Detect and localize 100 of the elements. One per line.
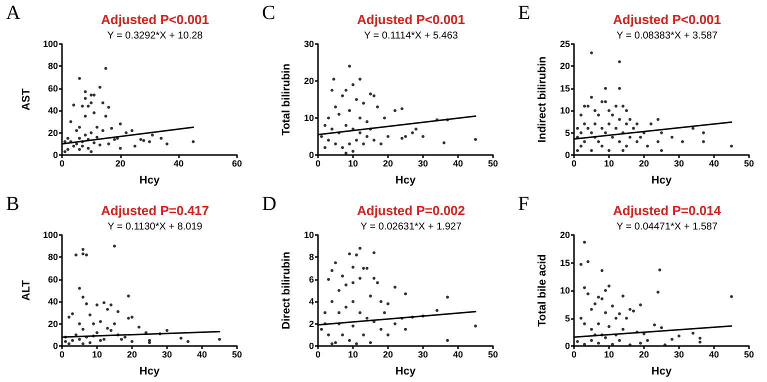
point [348,142,351,146]
point [90,101,93,104]
x-tick-label: 10 [348,350,358,360]
point [604,336,607,340]
y-axis-title: Indirect bilirubin [536,56,548,143]
point [366,266,368,270]
point [352,83,354,86]
point [608,325,610,328]
point [92,141,96,144]
x-tick-label: 30 [162,350,172,360]
point [604,289,607,292]
point [101,129,104,132]
point [622,294,624,298]
y-tick-label: 0 [52,150,58,160]
point [75,142,78,146]
point [474,138,477,141]
point [628,308,632,311]
chart-title: Adjusted P<0.001 [356,12,466,27]
point [78,76,81,80]
point [369,92,372,96]
point [366,120,368,124]
point [120,338,123,341]
point [386,302,390,306]
x-tick-label: 0 [59,350,65,360]
point [78,338,81,341]
point [653,323,656,326]
x-tick-label: 0 [315,350,321,360]
point [352,266,354,269]
point [166,328,168,332]
point [110,126,114,130]
point [148,341,151,344]
point [130,129,134,132]
point [110,328,112,332]
point [372,251,376,254]
y-axis-title: Total bile acid [536,254,548,327]
x-tick-label: 50 [488,350,498,360]
point [142,139,146,142]
x-tick-label: 50 [744,350,754,360]
chart-subtitle: Y = 0.1114*X + 5.463 [364,30,458,42]
point [78,322,81,326]
point [102,338,106,341]
point [92,111,96,114]
point [386,333,390,336]
point [106,308,109,311]
point [344,283,348,286]
point [583,286,586,290]
x-tick-label: 0 [59,158,65,168]
point [330,269,334,272]
point [124,336,126,339]
y-tick-label: 100 [42,230,58,240]
point [138,326,140,329]
point [692,332,694,335]
point [344,306,348,309]
x-tick-label: 20 [638,350,650,360]
point [130,316,134,319]
point [324,124,326,127]
point [394,109,396,112]
y-tick-label: 20 [560,230,570,240]
y-tick-label: 0 [308,341,314,351]
point [139,138,142,141]
text: D [262,193,276,216]
point [576,340,579,344]
x-tick-label: 0 [571,350,577,360]
text: B [6,193,20,216]
point [586,292,590,296]
point [358,131,362,134]
point [84,134,87,137]
x-tick-label: 40 [196,350,208,360]
x-tick-label: 40 [452,158,464,168]
point [372,138,376,142]
point [404,135,407,138]
point [80,104,84,108]
point [372,276,376,280]
x-tick-label: 50 [232,350,242,360]
point [358,311,362,314]
point [422,135,424,138]
point [338,311,340,314]
point [85,302,88,306]
point [78,136,81,140]
point [632,310,635,313]
point [74,333,78,336]
point [372,94,376,98]
x-tick-label: 30 [674,350,684,360]
point [84,96,87,100]
point [583,342,586,346]
point [92,94,96,97]
point [334,142,337,146]
point [376,281,379,284]
point [338,289,340,292]
point [580,262,582,266]
y-tick-label: 10 [560,106,570,116]
x-axis-title: Hcy [651,366,672,378]
point [394,286,396,289]
point [78,148,81,151]
point [352,324,354,328]
point [84,90,87,94]
point [330,342,334,346]
x-tick-label: 30 [418,158,428,168]
point [383,116,386,120]
point [180,336,182,340]
